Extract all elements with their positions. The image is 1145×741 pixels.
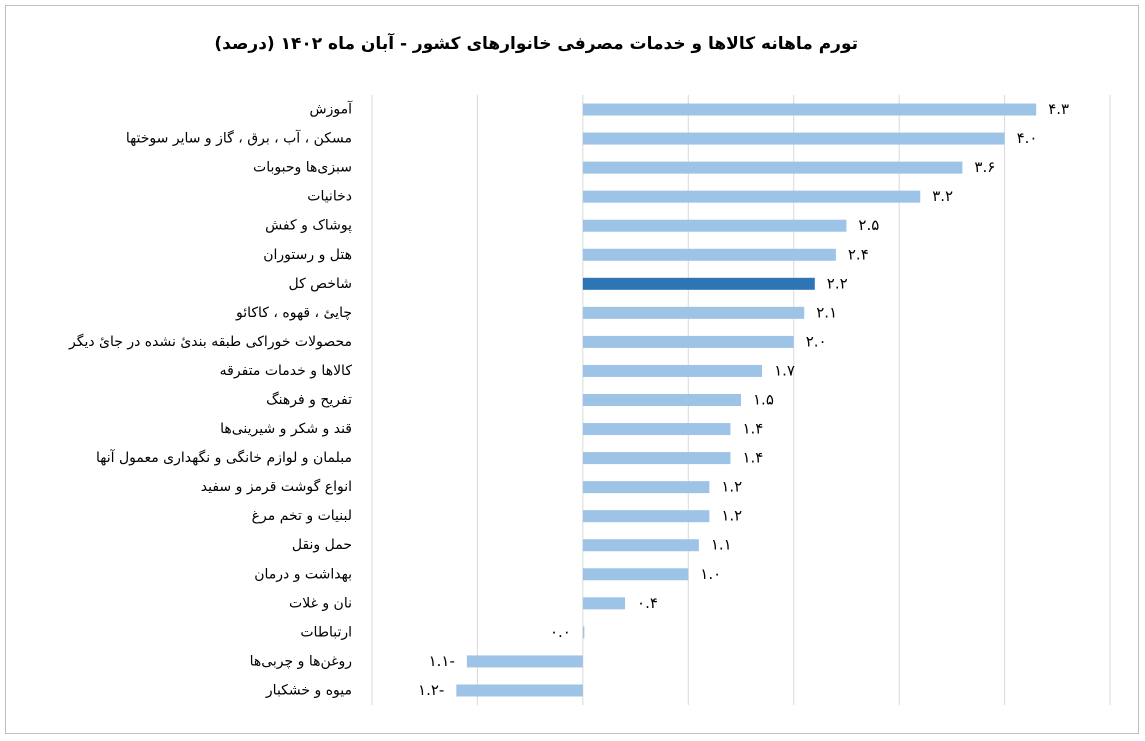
value-label: ۱.۷ — [774, 361, 795, 379]
bar — [582, 452, 731, 465]
value-label: ۳.۲ — [932, 187, 953, 205]
chart-border — [5, 5, 1139, 734]
category-label: دخانیات — [307, 189, 352, 205]
category-label: پوشاک و کفش — [265, 218, 352, 234]
bar — [582, 190, 921, 203]
value-label: ۱.۲ — [721, 478, 742, 496]
bar — [582, 597, 626, 610]
bar — [466, 655, 583, 668]
value-label: ۳.۶ — [974, 158, 995, 176]
category-label: ارتباطات — [300, 624, 352, 640]
bar — [582, 364, 763, 377]
bar — [456, 684, 583, 697]
bar — [582, 306, 805, 319]
bar — [582, 132, 1005, 145]
category-label: تفریح و فرهنگ — [266, 391, 352, 408]
value-label: ۱.۵ — [753, 391, 774, 409]
category-label: نان و غلات — [289, 595, 352, 611]
value-label: ۱.۲ — [721, 507, 742, 525]
chart-title: تورم ماهانه کالاها و خدمات مصرفی خانواره… — [214, 32, 858, 54]
value-label: ۰.۰ — [550, 623, 571, 641]
value-label: ۲.۰ — [806, 332, 827, 350]
category-label: قند و شکر و شیرینی‌ها — [220, 421, 352, 437]
value-label: ۱.۱- — [429, 652, 455, 670]
bar — [582, 394, 741, 406]
category-label: لبنیات و تخم مرغ — [252, 508, 352, 524]
bar — [582, 510, 710, 523]
category-label: چایئ ، قهوه ، کاکائو — [235, 305, 352, 321]
category-label: انواع گوشت قرمز و سفید — [201, 478, 352, 495]
category-label: میوه و خشکبار — [265, 682, 352, 698]
bar — [582, 423, 731, 436]
bar — [582, 277, 815, 290]
category-label: آموزش — [310, 101, 354, 118]
value-label: ۲.۵ — [858, 216, 879, 234]
value-label: ۰.۴ — [637, 594, 658, 612]
value-label: ۱.۱ — [711, 536, 732, 554]
bar — [582, 248, 836, 261]
value-label: ۴.۳ — [1048, 100, 1069, 118]
category-label: کالاها و خدمات متفرقه — [220, 363, 353, 379]
value-label: ۴.۰ — [1017, 129, 1038, 147]
category-label: محصولات خوراکی طبقه بندیٔ نشده در جایٔ د… — [68, 333, 352, 350]
bar — [582, 481, 710, 494]
value-label: ۱.۰ — [700, 565, 721, 583]
value-label: ۱.۴ — [742, 449, 763, 467]
value-label: ۲.۲ — [827, 274, 848, 292]
bar — [582, 568, 689, 581]
bar — [582, 626, 585, 639]
category-label: هتل و رستوران — [263, 247, 352, 263]
value-label: ۱.۲- — [418, 681, 444, 699]
category-label: مبلمان و لوازم خانگی و نگهداری معمول آنه… — [96, 449, 352, 466]
value-label: ۲.۱ — [816, 303, 837, 321]
bar — [582, 335, 794, 348]
category-label: بهداشت و درمان — [254, 566, 352, 582]
bar — [582, 539, 699, 552]
category-label: سبزی‌ها وحبوبات — [253, 160, 352, 176]
category-label: حمل ونقل — [292, 537, 352, 553]
bar — [582, 161, 963, 174]
value-label: ۱.۴ — [742, 420, 763, 438]
category-label: شاخص کل — [288, 276, 352, 292]
category-label: روغن‌ها و چربی‌ها — [250, 653, 352, 669]
category-label: مسکن ، آب ، برق ، گاز و سایر سوختها — [126, 130, 352, 147]
value-label: ۲.۴ — [848, 245, 869, 263]
bar — [582, 103, 1037, 116]
bar — [582, 219, 847, 232]
